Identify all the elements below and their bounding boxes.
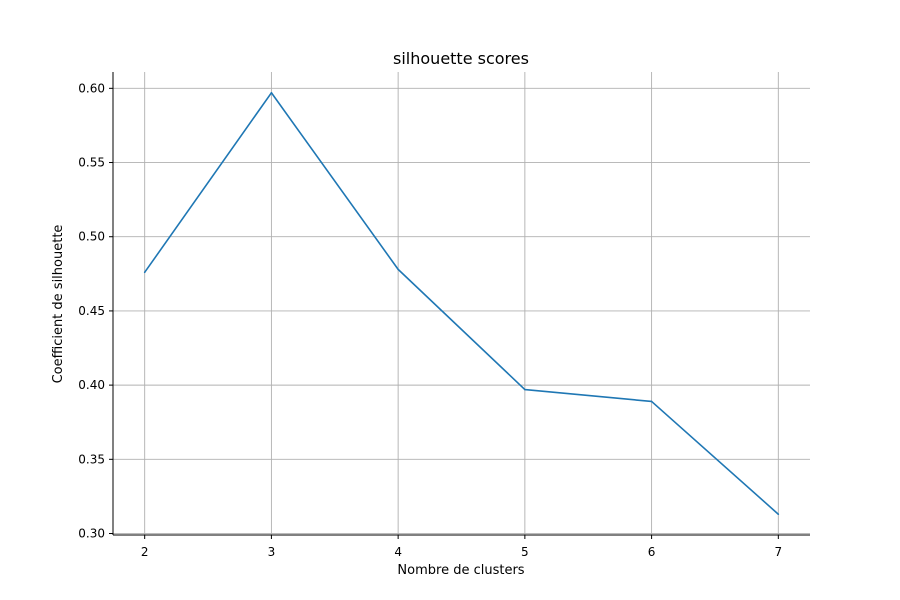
y-axis-label: Coefficient de silhouette bbox=[51, 225, 66, 384]
x-tick-label-3: 3 bbox=[268, 545, 276, 559]
x-tick-label-6: 6 bbox=[648, 545, 656, 559]
data-point-x6 bbox=[650, 400, 653, 403]
x-ticks: 2 3 4 5 6 7 bbox=[141, 535, 782, 559]
y-tick-label-0.40: 0.40 bbox=[78, 378, 105, 392]
data-point-x4 bbox=[397, 268, 399, 271]
y-tick-label-0.45: 0.45 bbox=[78, 304, 105, 318]
y-tick-label-0.55: 0.55 bbox=[78, 156, 105, 170]
y-tick-label-0.35: 0.35 bbox=[78, 452, 105, 466]
y-ticks: 0.30 0.35 0.40 0.45 0.50 0.55 0.60 bbox=[78, 81, 113, 541]
series-line-0 bbox=[144, 91, 779, 515]
y-tick-label-0.60: 0.60 bbox=[78, 81, 105, 95]
x-tick-label-4: 4 bbox=[394, 545, 402, 559]
x-tick-label-7: 7 bbox=[774, 545, 782, 559]
axes bbox=[112, 72, 810, 536]
y-tick-label-0.50: 0.50 bbox=[78, 230, 105, 244]
y-tick-label-0.30: 0.30 bbox=[78, 527, 105, 541]
data-point-x7 bbox=[777, 513, 780, 516]
chart-title: silhouette scores bbox=[393, 49, 529, 68]
data-point-x5 bbox=[524, 388, 526, 391]
data-series bbox=[143, 91, 780, 516]
data-point-x3 bbox=[270, 91, 273, 94]
x-tick-label-2: 2 bbox=[141, 545, 149, 559]
data-point-x2 bbox=[143, 271, 146, 274]
x-tick-label-5: 5 bbox=[521, 545, 529, 559]
grid bbox=[113, 72, 810, 535]
x-axis-label: Nombre de clusters bbox=[397, 563, 524, 578]
